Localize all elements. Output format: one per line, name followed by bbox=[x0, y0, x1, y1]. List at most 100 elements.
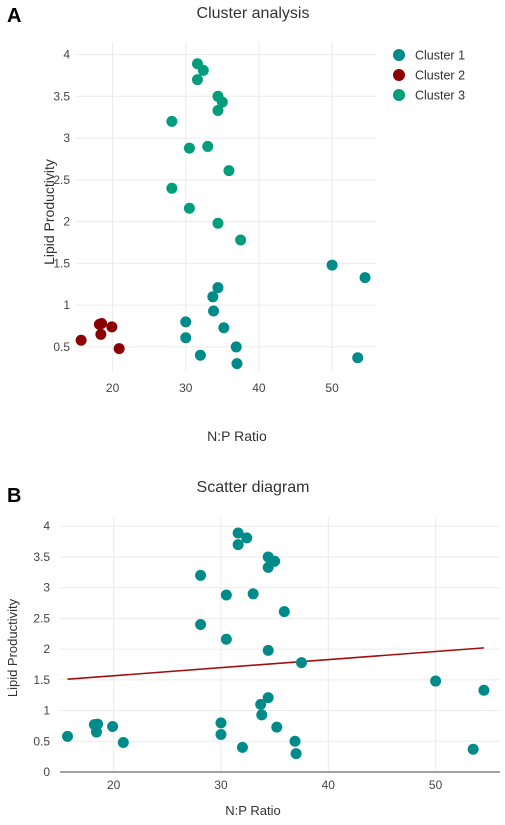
legend-marker bbox=[393, 49, 405, 61]
panel-a-legend: Cluster 1 Cluster 2 Cluster 3 bbox=[393, 49, 465, 103]
data-point bbox=[107, 721, 119, 733]
data-point bbox=[215, 729, 227, 741]
data-point bbox=[180, 332, 192, 344]
panel-a-x-axis-label: N:P Ratio bbox=[207, 428, 267, 444]
panel-b-x-ticks: 20 30 40 50 bbox=[107, 778, 443, 792]
data-point bbox=[290, 748, 302, 760]
data-point bbox=[326, 259, 338, 271]
data-point bbox=[113, 343, 125, 355]
y-tick-label: 2.5 bbox=[33, 611, 50, 625]
data-point bbox=[216, 96, 228, 108]
panel-b-title: Scatter diagram bbox=[197, 479, 310, 496]
panel-a-x-ticks: 20 30 40 50 bbox=[106, 381, 339, 395]
data-point bbox=[106, 321, 118, 333]
data-point bbox=[352, 352, 364, 364]
y-tick-label: 2 bbox=[63, 215, 70, 229]
data-point bbox=[218, 322, 230, 334]
y-tick-label: 4 bbox=[43, 519, 50, 533]
panel-a-y-axis-label: Lipid Productivity bbox=[41, 159, 57, 265]
data-point bbox=[232, 527, 244, 539]
data-point bbox=[247, 588, 259, 600]
data-point bbox=[96, 318, 108, 330]
data-point bbox=[183, 202, 195, 214]
legend-label: Cluster 3 bbox=[415, 89, 465, 103]
data-point bbox=[255, 698, 267, 710]
legend-marker bbox=[393, 69, 405, 81]
y-tick-label: 1 bbox=[43, 704, 50, 718]
panel-b-points bbox=[62, 527, 490, 760]
data-point bbox=[223, 165, 235, 177]
data-point bbox=[202, 140, 214, 152]
panel-a-y-ticks: 0.5 1 1.5 2 2.5 3 3.5 4 bbox=[53, 48, 70, 354]
data-point bbox=[231, 358, 243, 370]
panel-b-x-axis-label: N:P Ratio bbox=[225, 803, 280, 818]
panel-b-y-axis-label: Lipid Productivity bbox=[5, 598, 20, 697]
panel-a-letter: A bbox=[7, 5, 21, 27]
x-tick-label: 40 bbox=[252, 381, 266, 395]
legend-label: Cluster 2 bbox=[415, 69, 465, 83]
data-point bbox=[62, 730, 74, 742]
data-point bbox=[295, 657, 307, 669]
y-tick-label: 0.5 bbox=[33, 734, 50, 748]
panel-b-letter: B bbox=[7, 485, 21, 507]
y-tick-label: 3.5 bbox=[33, 550, 50, 564]
panel-b-gridlines bbox=[60, 517, 500, 772]
data-point bbox=[230, 341, 242, 353]
data-point bbox=[212, 217, 224, 229]
data-point bbox=[467, 743, 479, 755]
panel-a-points bbox=[75, 58, 371, 370]
y-tick-label: 2.5 bbox=[53, 173, 70, 187]
data-point bbox=[236, 741, 248, 753]
data-point bbox=[359, 272, 371, 284]
data-point bbox=[166, 115, 178, 127]
data-point bbox=[90, 726, 102, 738]
x-tick-label: 20 bbox=[107, 778, 121, 792]
y-tick-label: 4 bbox=[63, 48, 70, 62]
y-tick-label: 3 bbox=[43, 581, 50, 595]
data-point bbox=[256, 709, 268, 721]
legend-label: Cluster 1 bbox=[415, 49, 465, 63]
data-point bbox=[289, 735, 301, 747]
y-tick-label: 1.5 bbox=[53, 256, 70, 270]
data-point bbox=[215, 717, 227, 729]
data-point bbox=[262, 692, 274, 704]
x-tick-label: 20 bbox=[106, 381, 120, 395]
y-tick-label: 3 bbox=[63, 131, 70, 145]
y-tick-label: 2 bbox=[43, 642, 50, 656]
x-tick-label: 30 bbox=[214, 778, 228, 792]
x-tick-label: 40 bbox=[322, 778, 336, 792]
data-point bbox=[208, 305, 220, 317]
x-tick-label: 30 bbox=[179, 381, 193, 395]
data-point bbox=[478, 684, 490, 696]
data-point bbox=[166, 182, 178, 194]
y-tick-label: 1 bbox=[63, 298, 70, 312]
y-tick-label: 0 bbox=[43, 765, 50, 779]
data-point bbox=[278, 606, 290, 618]
data-point bbox=[262, 644, 274, 656]
panel-a-gridlines bbox=[76, 42, 376, 372]
panel-a-cluster-chart: A Cluster analysis 0.5 1 1.5 2 2.5 3 3.5 4 20 30… bbox=[7, 5, 465, 444]
data-point bbox=[212, 282, 224, 294]
data-point bbox=[191, 74, 203, 86]
panel-b-trendline bbox=[67, 647, 484, 681]
y-tick-label: 3.5 bbox=[53, 89, 70, 103]
data-point bbox=[262, 561, 274, 573]
data-point bbox=[195, 569, 207, 581]
data-point bbox=[271, 721, 283, 733]
panel-b-scatter-chart: B Scatter diagram 0 0.5 1 1.5 2 2.5 3 3.5 4 20 30… bbox=[5, 479, 500, 818]
data-point bbox=[430, 675, 442, 687]
data-point bbox=[212, 105, 224, 117]
data-point bbox=[207, 291, 219, 303]
data-point bbox=[220, 589, 232, 601]
data-point bbox=[194, 349, 206, 361]
data-point bbox=[183, 142, 195, 154]
data-point bbox=[75, 334, 87, 346]
data-point bbox=[117, 737, 129, 749]
data-point bbox=[220, 633, 232, 645]
panel-a-title: Cluster analysis bbox=[197, 5, 310, 22]
data-point bbox=[95, 328, 107, 340]
panel-b-y-ticks: 0 0.5 1 1.5 2 2.5 3 3.5 4 bbox=[33, 519, 50, 779]
y-tick-label: 1.5 bbox=[33, 673, 50, 687]
data-point bbox=[235, 234, 247, 246]
